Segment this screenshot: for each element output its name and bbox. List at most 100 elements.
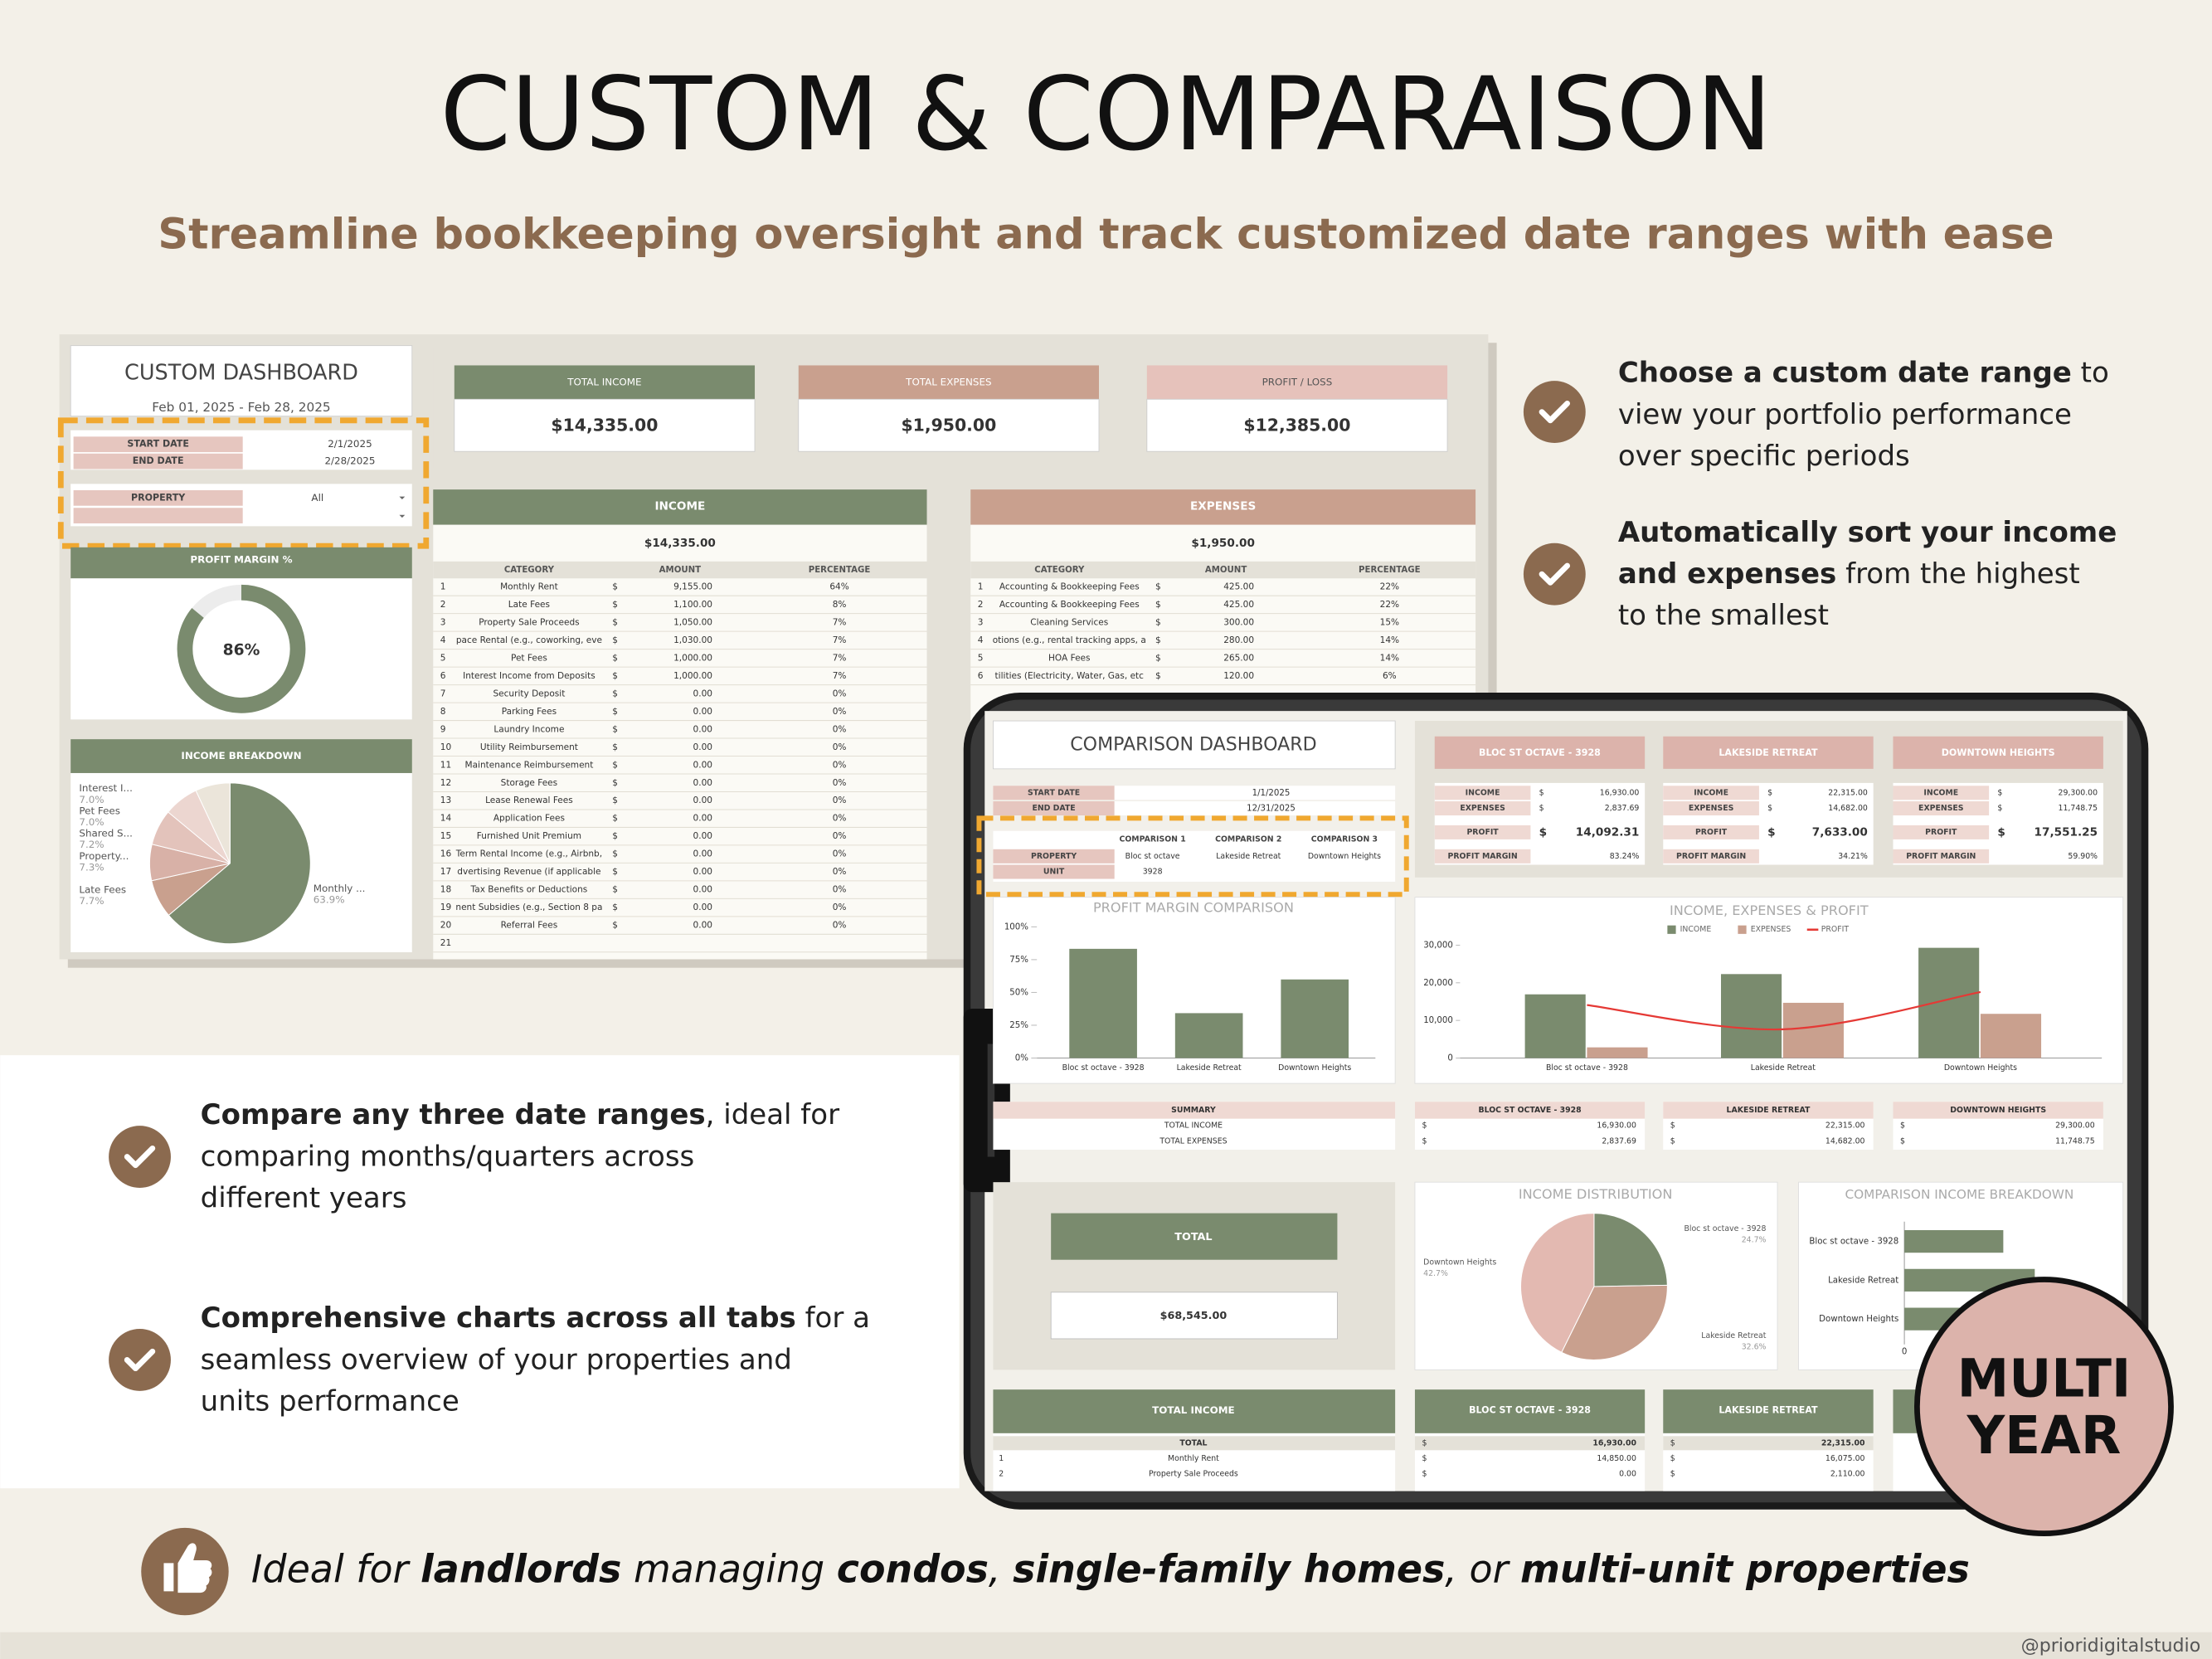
label: EXPENSES [1918,804,1964,813]
panel [454,398,756,452]
label: Utility Reimbursement [480,742,578,752]
y-tick-label: 75% [1009,956,1028,965]
label: 280.00 [1223,635,1254,645]
label: 14% [1380,635,1399,645]
check-mark [1539,562,1571,586]
legend-label: EXPENSES [1751,925,1791,934]
label: 14,092.31 [1576,825,1640,839]
panel [1663,800,1759,815]
label: 0% [833,902,847,912]
label: 1,050.00 [673,617,712,627]
label: 3 [440,617,446,627]
label: 14 [440,814,452,824]
label: 3 [978,617,984,627]
panel [798,365,1099,400]
label: INCOME [1923,788,1958,797]
label: PROFIT [1695,828,1728,837]
pie-slice [168,782,311,945]
panel [1050,1292,1338,1340]
label: $ [612,600,618,610]
label: 0% [833,921,847,931]
label: PROFIT MARGIN % [190,554,292,566]
label: LAKESIDE RETREAT [1727,1106,1811,1115]
x-tick-label: Bloc st octave - 3928 [1546,1063,1628,1073]
label: 12/31/2025 [1247,804,1296,813]
label: 300.00 [1223,617,1254,627]
label: $ [612,671,618,681]
label: $ [1767,788,1772,797]
feature-segment: and expenses [1618,557,1836,591]
label: Lakeside Retreat [1216,852,1281,861]
label: 8 [440,707,446,717]
label: 0.00 [693,688,712,698]
feature-segment: view your portfolio performance [1618,397,2072,431]
label: 22,315.00 [1821,1438,1865,1447]
footer-strip [0,1632,2212,1659]
feature-text: to the smallest [1618,599,1829,632]
check-icon [109,1329,171,1391]
label: 59.90% [2068,852,2098,861]
label: TOTAL EXPENSES [905,376,991,387]
label: Monthly ... [314,883,366,894]
panel [1051,1213,1338,1260]
label: 7.2% [79,839,104,850]
label: END DATE [1032,804,1075,813]
label: 265.00 [1223,653,1254,663]
label: 0.00 [693,742,712,752]
label: $12,385.00 [1243,416,1350,435]
label: 1 [999,1454,1004,1463]
label: 15 [440,831,451,841]
label: UNIT [1043,868,1065,877]
panel [70,578,412,720]
label: 86% [223,642,260,659]
x-tick-label: Downtown Heights [1944,1063,2017,1073]
label: Maintenance Reimbursement [464,760,593,770]
footer-segment: , [989,1546,1013,1591]
label: PROFIT [1466,828,1499,837]
label: $ [1997,825,2005,839]
panel [993,849,1115,864]
label: START DATE [1028,788,1080,797]
feature-text: Automatically sort your income [1618,515,2117,548]
label: BLOC ST OCTAVE - 3928 [1469,1405,1591,1416]
check-mark [124,1348,156,1372]
label: Monthly Rent [1168,1454,1219,1463]
highlight [57,417,430,549]
label: HOA Fees [1048,653,1091,663]
panel [70,547,412,579]
label: $ [1539,788,1544,797]
panel [1893,849,1990,864]
label: $ [1155,581,1161,591]
label: $ [1539,825,1547,839]
label: LAKESIDE RETREAT [1719,1405,1818,1416]
label: 22% [1380,600,1399,610]
label: 63.9% [314,894,345,906]
panel [993,800,1115,815]
label: Pet Fees [511,653,547,663]
label: $ [612,760,618,770]
feature-text: seamless overview of your properties and [201,1343,792,1376]
label: $ [1155,653,1161,663]
panel [433,561,927,579]
panel [1146,365,1448,400]
label: dvertising Revenue (if applicable [457,867,600,877]
check-icon [1523,381,1586,444]
bar [1587,1047,1648,1058]
label: 425.00 [1223,600,1254,610]
panel [73,453,243,469]
label: 2 [999,1470,1004,1479]
check-mark [124,1145,156,1169]
panel [433,524,927,960]
label: 425.00 [1223,581,1254,591]
panel [454,365,756,400]
label: $ [1670,1121,1675,1131]
label: tilities (Electricity, Water, Gas, etc [995,671,1145,681]
panel [1663,1102,1874,1119]
label: $ [1422,1438,1427,1447]
label: PROPERTY [1031,852,1077,861]
label: Referral Fees [501,921,558,931]
legend-swatch [1667,925,1676,934]
feature-segment: Comprehensive charts across all tabs [201,1301,796,1335]
chart-title: INCOME DISTRIBUTION [1519,1186,1673,1202]
label: PERCENTAGE [1359,566,1421,575]
